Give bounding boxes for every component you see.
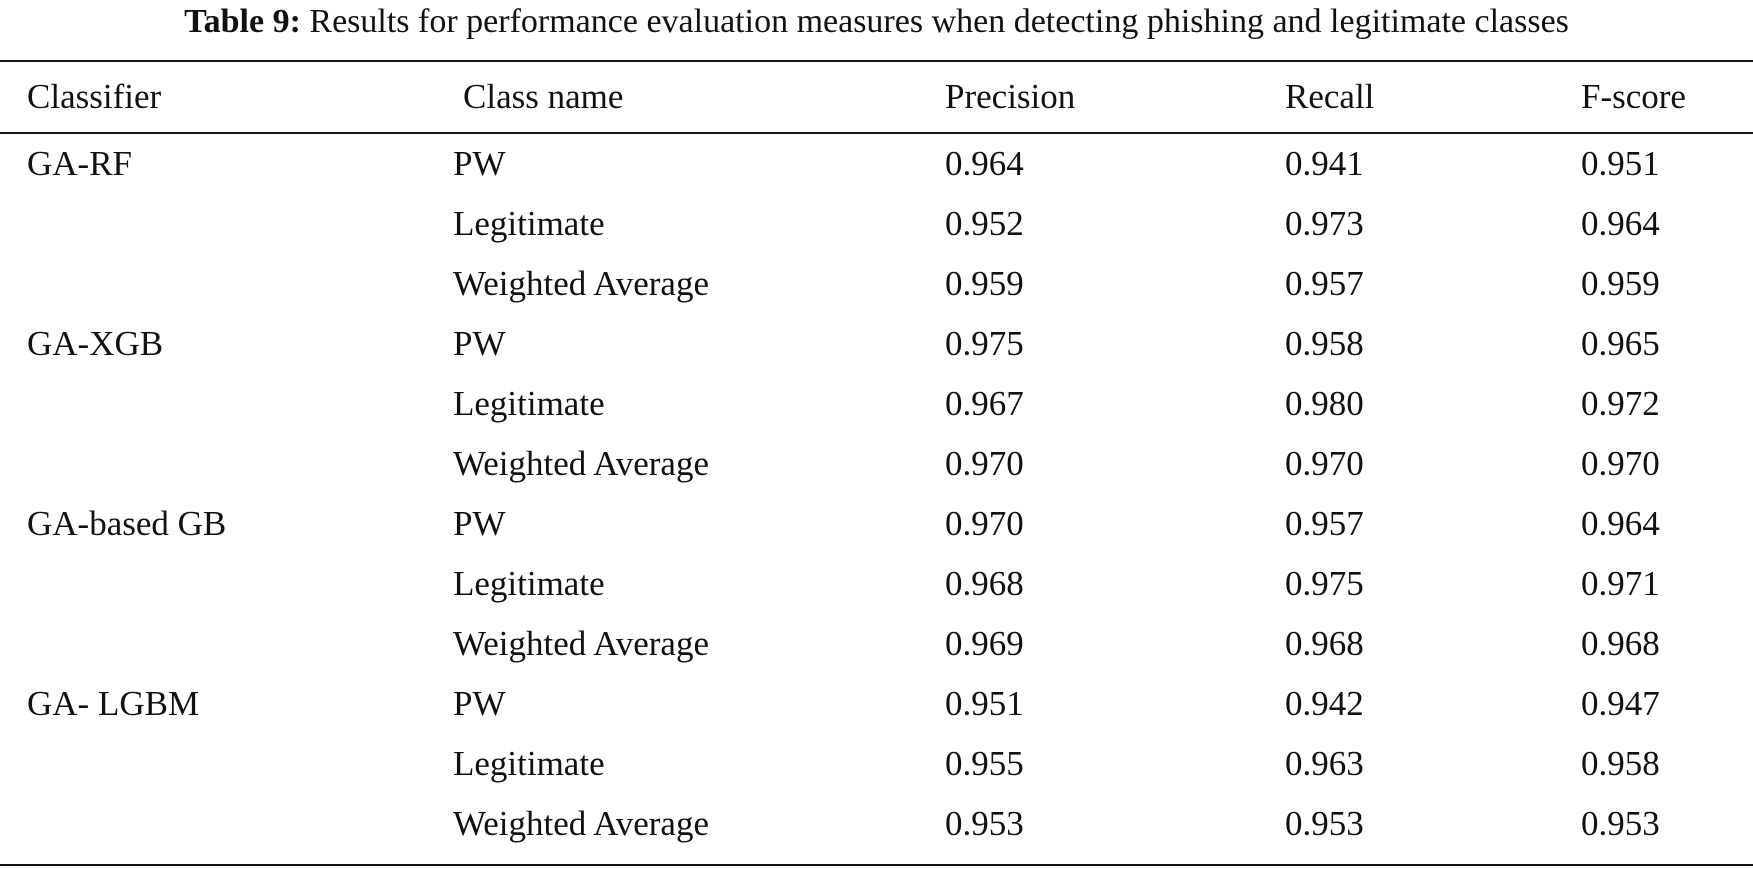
header-classifier: Classifier [27, 77, 162, 116]
cell-classifier: GA- LGBM [27, 684, 200, 723]
cell-classifier: GA-based GB [27, 504, 227, 543]
table-top-rule [0, 60, 1753, 62]
cell-class-name: Legitimate [453, 744, 605, 783]
table-body: GA-RF PW 0.964 0.941 0.951 Legitimate 0.952 0.9… [0, 132, 1753, 854]
cell-classifier: GA-RF [27, 144, 133, 183]
cell-f-score: 0.947 [1581, 684, 1660, 723]
cell-recall: 0.970 [1285, 444, 1364, 483]
cell-f-score: 0.964 [1581, 504, 1660, 543]
cell-class-name: PW [453, 504, 506, 543]
cell-classifier [0, 794, 440, 854]
cell-recall: 0.957 [1285, 264, 1364, 303]
table-row: GA-based GB PW 0.970 0.957 0.964 [0, 494, 1753, 554]
cell-precision: 0.951 [945, 684, 1024, 723]
table-bottom-rule [0, 864, 1753, 866]
cell-class-name: Weighted Average [453, 264, 710, 303]
cell-f-score: 0.971 [1581, 564, 1660, 603]
cell-recall: 0.963 [1285, 744, 1364, 783]
table-row: GA-XGB PW 0.975 0.958 0.965 [0, 314, 1753, 374]
cell-recall: 0.942 [1285, 684, 1364, 723]
cell-class-name: Legitimate [453, 564, 605, 603]
table-row: Weighted Average 0.969 0.968 0.968 [0, 614, 1753, 674]
cell-f-score: 0.958 [1581, 744, 1660, 783]
cell-precision: 0.975 [945, 324, 1024, 363]
cell-recall: 0.980 [1285, 384, 1364, 423]
cell-f-score: 0.953 [1581, 804, 1660, 843]
cell-recall: 0.953 [1285, 804, 1364, 843]
header-row: Classifier Class name Precision Recall F… [0, 62, 1753, 132]
cell-recall: 0.941 [1285, 144, 1364, 183]
table-row: GA-RF PW 0.964 0.941 0.951 [0, 132, 1753, 194]
cell-recall: 0.958 [1285, 324, 1364, 363]
cell-class-name: Weighted Average [453, 444, 710, 483]
table-row: Weighted Average 0.970 0.970 0.970 [0, 434, 1753, 494]
cell-f-score: 0.965 [1581, 324, 1660, 363]
table-caption: Table 9: Results for performance evaluat… [0, 0, 1753, 44]
table-row: Legitimate 0.955 0.963 0.958 [0, 734, 1753, 794]
cell-f-score: 0.964 [1581, 204, 1660, 243]
table-row: Weighted Average 0.959 0.957 0.959 [0, 254, 1753, 314]
header-f-score: F-score [1581, 77, 1686, 116]
cell-classifier [0, 614, 440, 674]
cell-class-name: PW [453, 324, 506, 363]
cell-classifier: GA-XGB [27, 324, 164, 363]
cell-classifier [0, 434, 440, 494]
cell-class-name: Legitimate [453, 384, 605, 423]
cell-precision: 0.959 [945, 264, 1024, 303]
cell-f-score: 0.970 [1581, 444, 1660, 483]
cell-precision: 0.969 [945, 624, 1024, 663]
table-caption-text: Results for performance evaluation measu… [309, 3, 1569, 40]
cell-class-name: Legitimate [453, 204, 605, 243]
cell-classifier [0, 554, 440, 614]
cell-precision: 0.970 [945, 444, 1024, 483]
cell-precision: 0.964 [945, 144, 1024, 183]
cell-precision: 0.967 [945, 384, 1024, 423]
header-recall: Recall [1285, 77, 1375, 116]
cell-precision: 0.968 [945, 564, 1024, 603]
table-row: Legitimate 0.967 0.980 0.972 [0, 374, 1753, 434]
cell-classifier [0, 194, 440, 254]
cell-f-score: 0.959 [1581, 264, 1660, 303]
cell-precision: 0.970 [945, 504, 1024, 543]
cell-class-name: Weighted Average [453, 804, 710, 843]
table-header-rule [0, 132, 1753, 134]
header-class-name: Class name [463, 77, 624, 116]
cell-recall: 0.975 [1285, 564, 1364, 603]
table-row: Legitimate 0.968 0.975 0.971 [0, 554, 1753, 614]
cell-classifier [0, 254, 440, 314]
table-caption-label: Table 9: [184, 3, 301, 40]
table-row: GA- LGBM PW 0.951 0.942 0.947 [0, 674, 1753, 734]
table-row: Weighted Average 0.953 0.953 0.953 [0, 794, 1753, 854]
cell-classifier [0, 734, 440, 794]
cell-precision: 0.952 [945, 204, 1024, 243]
results-table: Classifier Class name Precision Recall F… [0, 62, 1753, 854]
cell-class-name: Weighted Average [453, 624, 710, 663]
cell-class-name: PW [453, 684, 506, 723]
cell-recall: 0.973 [1285, 204, 1364, 243]
header-precision: Precision [945, 77, 1076, 116]
cell-class-name: PW [453, 144, 506, 183]
table-row: Legitimate 0.952 0.973 0.964 [0, 194, 1753, 254]
cell-precision: 0.953 [945, 804, 1024, 843]
cell-f-score: 0.968 [1581, 624, 1660, 663]
cell-recall: 0.968 [1285, 624, 1364, 663]
table-header: Classifier Class name Precision Recall F… [0, 62, 1753, 132]
cell-f-score: 0.951 [1581, 144, 1660, 183]
cell-f-score: 0.972 [1581, 384, 1660, 423]
cell-precision: 0.955 [945, 744, 1024, 783]
cell-classifier [0, 374, 440, 434]
cell-recall: 0.957 [1285, 504, 1364, 543]
